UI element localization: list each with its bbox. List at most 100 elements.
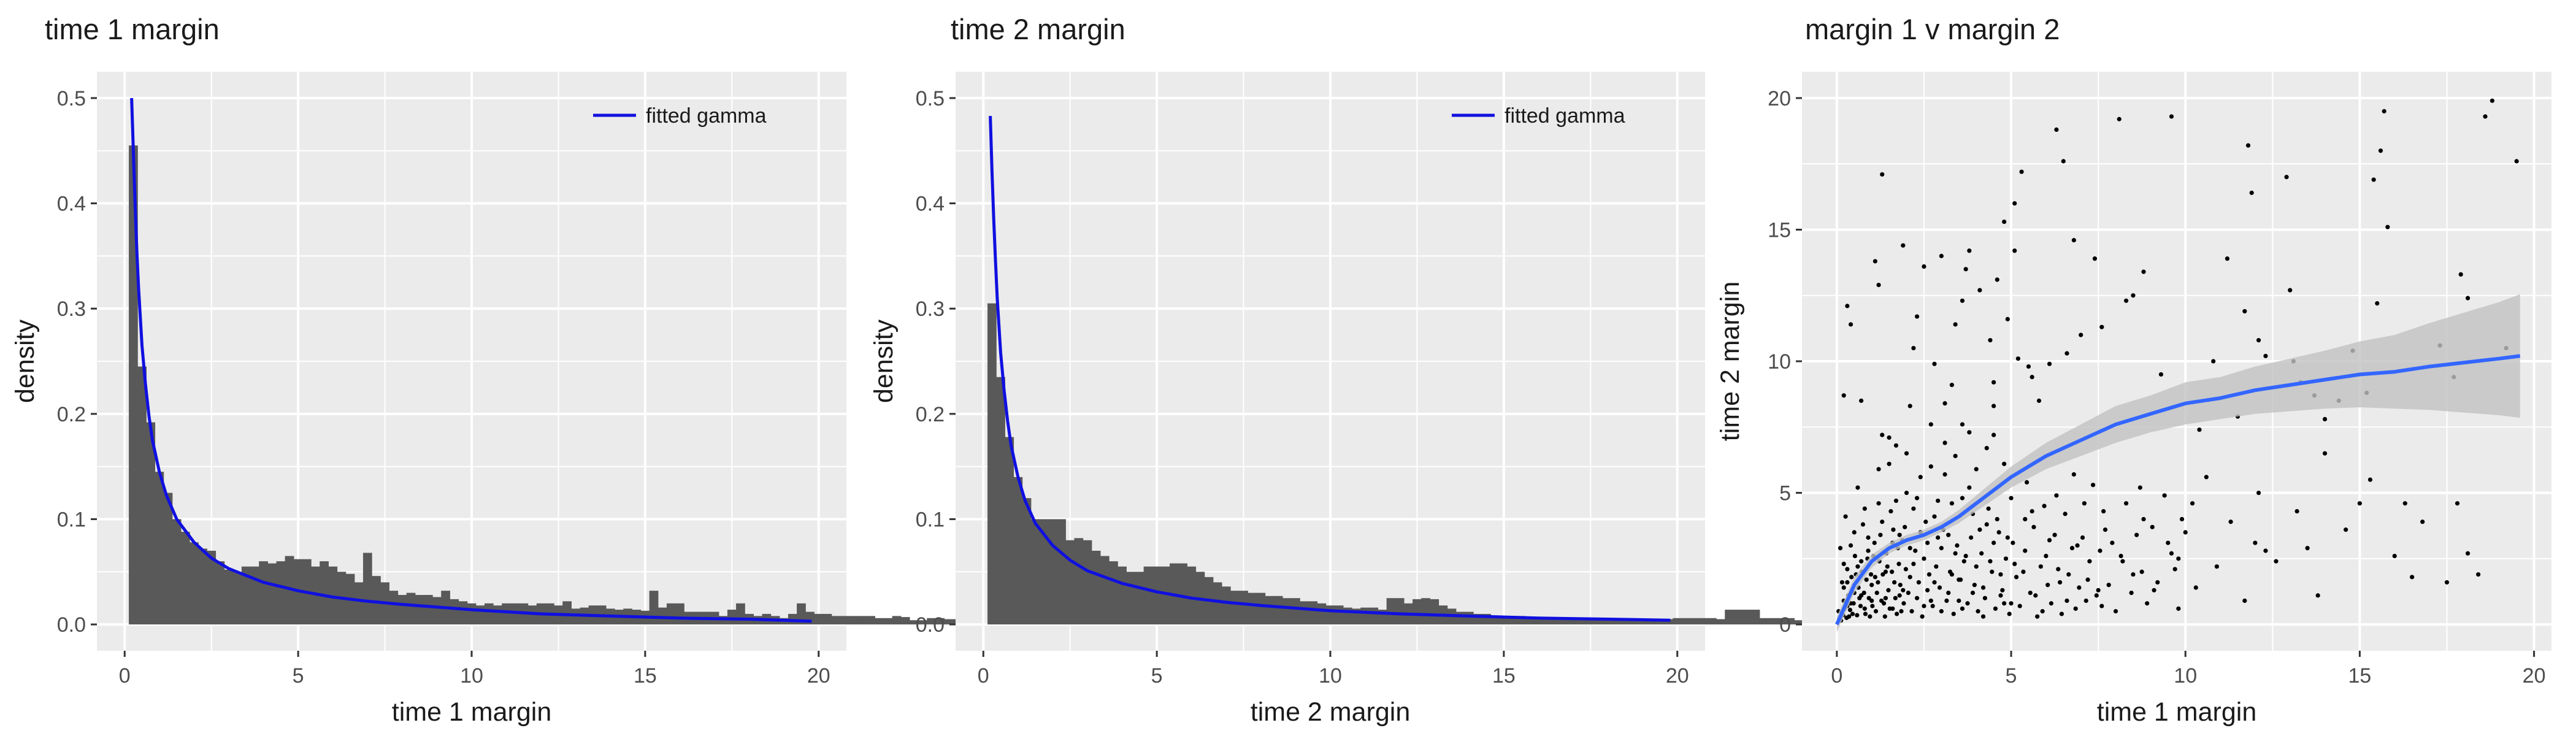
scatter-point xyxy=(1963,267,1968,272)
scatter-point xyxy=(2069,546,2075,551)
scatter-point xyxy=(2242,309,2247,314)
scatter-point xyxy=(1883,596,1888,600)
histogram-bar xyxy=(1126,572,1136,625)
scatter-point xyxy=(2064,351,2069,356)
scatter-point xyxy=(1861,591,1866,596)
histogram-bar xyxy=(875,618,884,625)
scatter-point xyxy=(1982,596,1987,600)
scatter-point xyxy=(1980,585,1986,590)
x-axis-label: time 1 margin xyxy=(392,697,551,727)
histogram-bar xyxy=(467,603,477,625)
histogram-bar xyxy=(502,603,511,625)
scatter-point xyxy=(1859,398,1864,403)
histogram-bar xyxy=(1334,605,1344,625)
histogram-bar xyxy=(935,618,945,625)
scatter-point xyxy=(1955,543,1960,548)
y-tick-label: 20 xyxy=(1768,87,1791,110)
histogram-bar xyxy=(944,619,954,625)
scatter-point xyxy=(1925,588,1930,592)
scatter-point xyxy=(1928,598,1933,604)
scatter-point xyxy=(1909,609,1914,614)
scatter-point xyxy=(2023,516,2028,522)
scatter-point xyxy=(2367,477,2373,482)
histogram-bar xyxy=(1794,620,1804,625)
scatter-point xyxy=(1957,598,1961,604)
scatter-point xyxy=(2131,293,2136,298)
scatter-point xyxy=(1972,583,1977,588)
scatter-point xyxy=(2031,524,2036,529)
histogram-bar xyxy=(493,605,502,625)
histogram-bar xyxy=(1455,611,1465,625)
scatter-point xyxy=(1995,516,1999,522)
scatter-point xyxy=(1974,564,1979,569)
histogram-bar xyxy=(562,601,572,625)
scatter-point xyxy=(2402,501,2407,506)
scatter-point xyxy=(1991,432,1996,437)
histogram-bar xyxy=(1248,592,1257,625)
histogram-bar xyxy=(831,616,841,625)
chart-title: margin 1 v margin 2 xyxy=(1805,13,2060,45)
histogram-bar xyxy=(372,576,381,625)
scatter-point xyxy=(1901,243,1906,248)
histogram-bar xyxy=(1690,618,1700,625)
scatter-point xyxy=(2005,316,2010,321)
scatter-point xyxy=(2002,461,2007,466)
histogram-bar xyxy=(1707,618,1717,625)
scatter-point xyxy=(1932,361,1937,366)
scatter-point xyxy=(2012,561,2017,567)
scatter-point xyxy=(1892,580,1897,585)
scatter-point xyxy=(2162,493,2167,498)
scatter-point xyxy=(2038,564,2043,569)
scatter-point xyxy=(2079,332,2083,337)
histogram-bar xyxy=(354,582,364,625)
scatter-point xyxy=(1936,498,1941,504)
scatter-point xyxy=(1976,609,1980,614)
histogram-bar xyxy=(423,595,433,625)
histogram-bar xyxy=(1395,598,1405,625)
histogram-bar xyxy=(1074,538,1084,625)
scatter-point xyxy=(2005,535,2010,540)
scatter-point xyxy=(2101,508,2106,514)
histogram-bar xyxy=(215,561,225,625)
scatter-point xyxy=(1942,401,1947,406)
scatter-point xyxy=(2152,588,2156,592)
histogram-bar xyxy=(1768,618,1777,625)
scatter-point xyxy=(2378,148,2383,153)
scatter-point xyxy=(2166,540,2171,545)
scatter-point xyxy=(1967,248,1972,253)
scatter-point xyxy=(2137,485,2142,490)
chart-title: time 2 margin xyxy=(951,13,1125,45)
scatter-point xyxy=(1998,572,2003,577)
scatter-point xyxy=(2033,593,2038,598)
scatter-point xyxy=(2375,301,2380,306)
histogram-bar xyxy=(1560,618,1570,625)
scatter-point xyxy=(1893,596,1898,600)
scatter-point xyxy=(2047,538,2052,543)
scatter-point xyxy=(2047,361,2052,366)
scatter-point xyxy=(2123,501,2129,506)
y-tick-label: 0.3 xyxy=(57,297,86,321)
histogram-bar xyxy=(1777,618,1786,625)
histogram-bar xyxy=(1265,596,1275,625)
scatter-point xyxy=(1914,496,1920,500)
histogram-bar xyxy=(1612,618,1622,625)
scatter-point xyxy=(1991,380,1996,385)
scatter-point xyxy=(2003,556,2009,561)
histogram-bar xyxy=(1057,519,1066,625)
scatter-point xyxy=(1942,472,1947,477)
scatter-point xyxy=(1903,524,1907,529)
scatter-point xyxy=(2263,353,2268,359)
scatter-point xyxy=(1996,530,2001,535)
histogram-bar xyxy=(1733,610,1743,625)
histogram-bar xyxy=(1325,605,1335,625)
scatter-point xyxy=(2042,504,2047,508)
histogram-bar xyxy=(666,603,676,625)
scatter-point xyxy=(2382,109,2386,113)
histogram-bar xyxy=(848,616,858,625)
y-axis-label: time 2 margin xyxy=(1715,282,1745,441)
scatter-point xyxy=(2099,604,2104,608)
scatter-point xyxy=(1977,288,1982,293)
histogram-bar xyxy=(432,597,442,625)
scatter-point xyxy=(2169,114,2174,119)
scatter-point xyxy=(1868,572,1874,577)
